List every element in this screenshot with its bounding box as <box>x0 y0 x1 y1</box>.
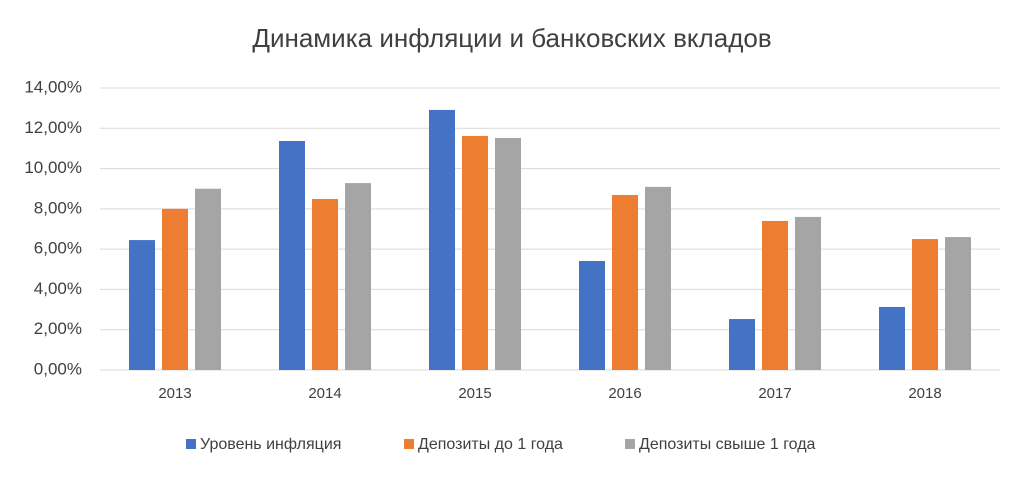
bar <box>729 319 755 370</box>
x-tick-label: 2015 <box>458 385 491 402</box>
bar <box>312 198 338 370</box>
bar <box>162 208 188 370</box>
legend-swatch <box>625 439 635 449</box>
bar <box>279 140 305 370</box>
x-tick-label: 2013 <box>158 385 191 402</box>
bar <box>462 135 488 370</box>
legend-label: Уровень инфляция <box>200 436 341 453</box>
y-tick-label: 4,00% <box>34 279 82 298</box>
legend-swatch <box>404 439 414 449</box>
x-tick-label: 2017 <box>758 385 791 402</box>
x-tick-label: 2014 <box>308 385 341 402</box>
bar <box>645 186 671 370</box>
x-tick-label: 2016 <box>608 385 641 402</box>
bar <box>579 261 605 370</box>
bar <box>879 306 905 370</box>
bar <box>795 216 821 370</box>
x-tick-label: 2018 <box>908 385 941 402</box>
bar <box>129 240 155 370</box>
legend-swatch <box>186 439 196 449</box>
legend-label: Депозиты свыше 1 года <box>639 436 816 453</box>
y-tick-label: 2,00% <box>34 319 82 338</box>
y-tick-label: 6,00% <box>34 239 82 258</box>
bar <box>345 183 371 370</box>
y-tick-label: 8,00% <box>34 198 82 217</box>
y-tick-label: 12,00% <box>24 118 82 137</box>
chart-title: Динамика инфляции и банковских вкладов <box>252 23 771 53</box>
bar <box>912 239 938 370</box>
bar <box>612 194 638 370</box>
bar <box>429 109 455 370</box>
bar <box>762 220 788 370</box>
bar <box>945 237 971 370</box>
y-tick-label: 14,00% <box>24 77 82 96</box>
bar <box>495 137 521 370</box>
bar <box>195 188 221 370</box>
y-tick-label: 10,00% <box>24 158 82 177</box>
y-tick-label: 0,00% <box>34 359 82 378</box>
legend-label: Депозиты до 1 года <box>418 436 563 453</box>
